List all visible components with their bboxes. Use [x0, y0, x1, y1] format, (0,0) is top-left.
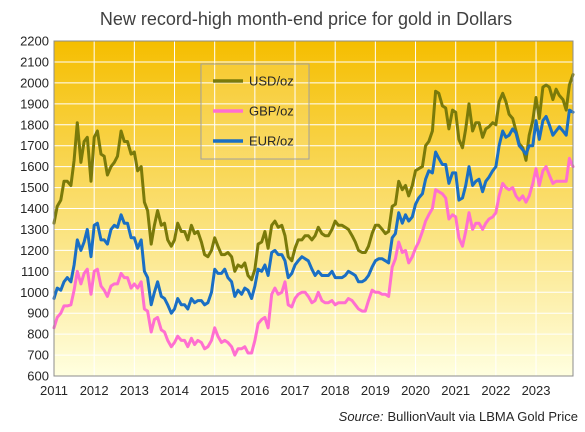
series-line-eur-oz — [52, 108, 575, 315]
y-tick-label: 1300 — [20, 222, 49, 237]
y-tick-label: 2000 — [20, 75, 49, 90]
legend-items: USD/oz GBP/oz EUR/oz — [213, 74, 294, 149]
source-note: Source: BullionVault via LBMA Gold Price — [339, 409, 578, 424]
chart-title: New record-high month-end price for gold… — [100, 9, 512, 29]
plot-area-frame — [53, 40, 574, 377]
x-tick-label: 2014 — [160, 383, 189, 398]
y-tick-label: 800 — [27, 327, 49, 342]
y-tick-label: 1600 — [20, 159, 49, 174]
grid-lines — [53, 40, 573, 377]
x-tick-label: 2021 — [441, 383, 470, 398]
y-tick-label: 600 — [27, 369, 49, 384]
source-text: BullionVault via LBMA Gold Price — [387, 409, 578, 424]
x-tick-label: 2022 — [481, 383, 510, 398]
y-tick-label: 1800 — [20, 117, 49, 132]
legend-label-eur-oz: EUR/oz — [249, 134, 294, 149]
y-tick-label: 1400 — [20, 201, 49, 216]
x-tick-label: 2015 — [200, 383, 229, 398]
series-lines — [52, 73, 575, 357]
x-tick-label: 2019 — [361, 383, 390, 398]
y-tick-label: 1200 — [20, 243, 49, 258]
x-tick-label: 2020 — [401, 383, 430, 398]
y-tick-label: 2200 — [20, 34, 49, 49]
legend: USD/oz GBP/oz EUR/oz — [200, 63, 310, 160]
x-tick-label: 2011 — [40, 383, 68, 398]
x-axis-tick-labels: 2011 2012 2013 2014 2015 2016 2017 2018 2019 2020… — [40, 383, 550, 398]
series-line-gbp-oz — [52, 156, 575, 357]
legend-label-usd-oz: USD/oz — [249, 74, 294, 89]
y-tick-label: 1500 — [20, 180, 49, 195]
y-tick-label: 1900 — [20, 96, 49, 111]
x-tick-label: 2023 — [522, 383, 551, 398]
legend-label-gbp-oz: GBP/oz — [249, 104, 294, 119]
source-label: Source: — [339, 409, 384, 424]
x-tick-label: 2018 — [321, 383, 350, 398]
y-axis-tick-labels: 2200 2100 2000 1900 1800 1700 1600 1500 1400 1300… — [20, 34, 49, 384]
y-tick-label: 2100 — [20, 54, 49, 69]
series-line-usd-oz — [52, 73, 575, 282]
x-tick-label: 2012 — [80, 383, 109, 398]
x-tick-label: 2016 — [240, 383, 269, 398]
y-tick-label: 1700 — [20, 138, 49, 153]
y-tick-label: 1000 — [20, 285, 49, 300]
x-tick-label: 2017 — [281, 383, 310, 398]
y-tick-label: 900 — [27, 306, 49, 321]
y-tick-label: 1100 — [21, 264, 49, 279]
y-tick-label: 700 — [27, 348, 49, 363]
x-tick-label: 2013 — [120, 383, 149, 398]
